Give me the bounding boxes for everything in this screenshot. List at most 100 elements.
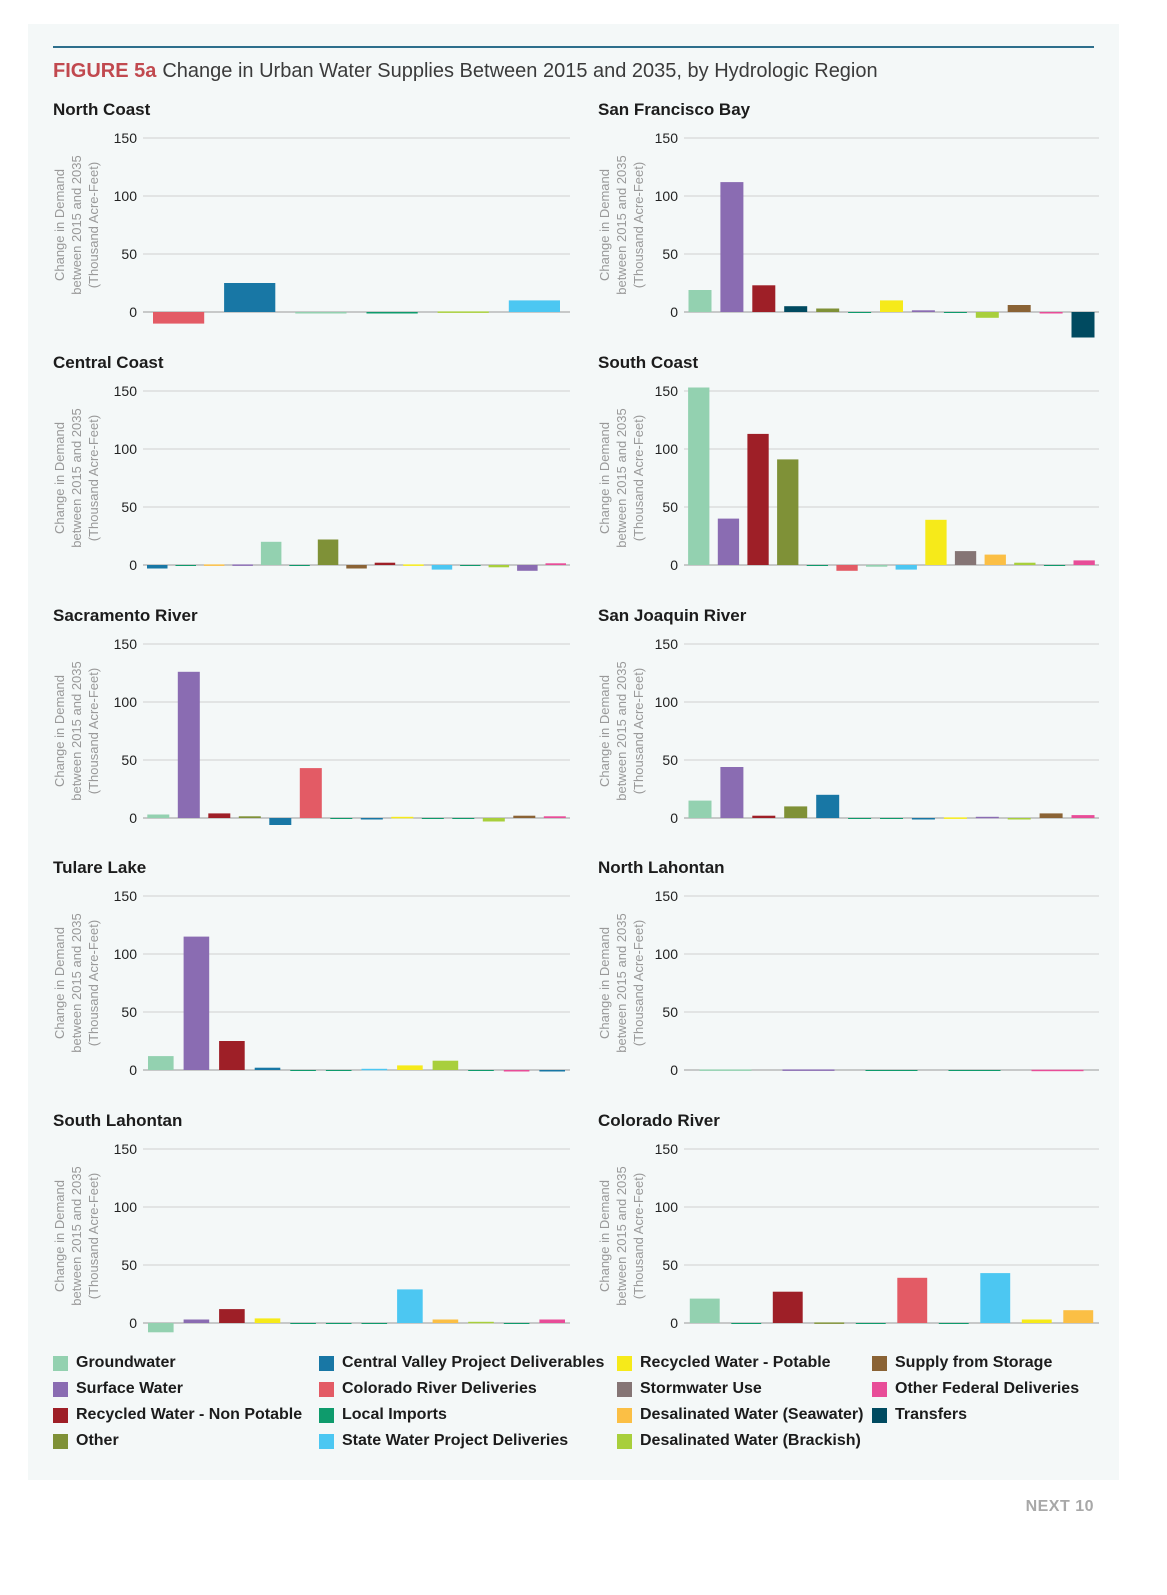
chart-7-ylabel-units: (Thousand Acre-Feet) <box>86 920 101 1046</box>
legend-swatch <box>872 1381 887 1397</box>
chart-3-bar-7 <box>317 539 339 565</box>
chart-7-bar-2 <box>183 936 210 1070</box>
chart-3-bar-1 <box>147 565 168 569</box>
chart-5-bar-9 <box>391 816 414 819</box>
legend-swatch <box>53 1407 68 1423</box>
chart-2-bar-2 <box>720 182 744 312</box>
chart-2-bar-4 <box>784 306 808 312</box>
chart-5-tick-150: 150 <box>114 636 138 652</box>
chart-1-bar-6 <box>508 300 560 312</box>
chart-5-bar-5 <box>269 818 292 825</box>
chart-8-ylabel-units: (Thousand Acre-Feet) <box>631 920 646 1046</box>
chart-6-bar-6 <box>848 818 872 819</box>
chart-5-bar-4 <box>238 816 261 818</box>
legend-item: Colorado River Deliveries <box>319 1379 537 1399</box>
legend-swatch <box>319 1355 334 1371</box>
chart-8-bar-1 <box>699 1069 752 1071</box>
chart-10-ylabel: Change in Demand <box>597 1180 612 1292</box>
legend-swatch <box>319 1433 334 1449</box>
legend-item: State Water Project Deliveries <box>319 1431 568 1451</box>
chart-7-bar-11 <box>503 1070 530 1072</box>
chart-10-bar-4 <box>814 1322 845 1324</box>
legend-label: Desalinated Water (Seawater) <box>640 1406 864 1423</box>
chart-10-ylabel-units: (Thousand Acre-Feet) <box>631 1173 646 1299</box>
chart-7-bar-3 <box>219 1041 245 1070</box>
chart-8-tick-150: 150 <box>655 888 679 904</box>
chart-8-bar-4 <box>948 1070 1001 1071</box>
chart-10-tick-50: 50 <box>662 1257 678 1273</box>
legend-item: Groundwater <box>53 1353 176 1373</box>
chart-3-bar-9 <box>374 562 396 565</box>
chart-6-ylabel-units: (Thousand Acre-Feet) <box>631 668 646 794</box>
chart-2-ylabel-units: (Thousand Acre-Feet) <box>631 162 646 288</box>
chart-9-ylabel: Change in Demand <box>52 1180 67 1292</box>
chart-8-bar-3 <box>865 1070 918 1071</box>
legend-swatch <box>53 1433 68 1449</box>
footer-brand: NEXT 10 <box>1025 1498 1094 1515</box>
chart-6-tick-0: 0 <box>670 810 678 826</box>
legend-label: Central Valley Project Deliverables <box>342 1354 605 1371</box>
chart-6-bar-9 <box>943 817 967 819</box>
chart-8-tick-50: 50 <box>662 1004 678 1020</box>
chart-10-bar-7 <box>938 1323 969 1324</box>
chart-5-tick-0: 0 <box>129 810 137 826</box>
chart-3-tick-0: 0 <box>129 557 137 573</box>
chart-8-bar-5 <box>1031 1069 1084 1072</box>
legend-label: Other <box>76 1432 119 1449</box>
chart-7-bar-5 <box>290 1070 316 1071</box>
chart-6-bar-4 <box>784 806 808 818</box>
chart-7-bar-10 <box>468 1070 494 1071</box>
chart-3-bar-11 <box>431 565 453 570</box>
chart-5-bar-14 <box>543 816 566 818</box>
legend-item: Desalinated Water (Seawater) <box>617 1405 863 1425</box>
chart-2-bar-10 <box>975 312 999 318</box>
chart-8-title: North Lahontan <box>598 858 725 877</box>
chart-6-bar-11 <box>1007 818 1031 820</box>
legend-item: Recycled Water - Potable <box>617 1353 831 1373</box>
chart-3-bar-8 <box>346 565 367 569</box>
chart-10-bar-10 <box>1063 1310 1094 1323</box>
chart-10-title: Colorado River <box>598 1111 720 1130</box>
chart-6-ylabel: Change in Demand <box>597 675 612 787</box>
chart-4-bar-2 <box>717 518 740 565</box>
chart-5-bar-7 <box>330 818 353 819</box>
chart-6-bar-5 <box>816 794 840 818</box>
chart-7-bar-7 <box>361 1068 388 1071</box>
chart-2-bar-12 <box>1039 312 1063 314</box>
legend-swatch <box>319 1407 334 1423</box>
legend-label: Surface Water <box>76 1380 183 1397</box>
chart-4-ylabel: Change in Demand <box>597 422 612 534</box>
chart-10-bar-3 <box>772 1291 803 1323</box>
chart-4-tick-150: 150 <box>655 383 679 399</box>
chart-4-bar-5 <box>806 565 828 566</box>
chart-7-bar-9 <box>432 1060 459 1070</box>
legend-item: Other Federal Deliveries <box>872 1379 1079 1399</box>
chart-3-bar-3 <box>203 564 225 566</box>
chart-9-tick-0: 0 <box>129 1315 137 1331</box>
chart-2-bar-1 <box>688 290 712 312</box>
chart-4-bar-12 <box>1014 562 1036 565</box>
chart-7-bar-1 <box>148 1056 174 1070</box>
chart-9-ylabel-units: (Thousand Acre-Feet) <box>86 1173 101 1299</box>
chart-7-bar-8 <box>397 1065 423 1070</box>
figure-number: FIGURE 5a <box>53 60 157 82</box>
chart-1-bar-5 <box>437 311 489 313</box>
chart-1-ylabel: Change in Demand <box>52 169 67 281</box>
chart-6-tick-100: 100 <box>655 694 679 710</box>
chart-10-bar-2 <box>731 1323 762 1324</box>
chart-9-bar-2 <box>183 1319 210 1323</box>
chart-10-bar-9 <box>1021 1319 1052 1323</box>
chart-5-bar-8 <box>360 818 383 820</box>
chart-5-bar-10 <box>421 818 444 819</box>
chart-10-tick-0: 0 <box>670 1315 678 1331</box>
chart-3-bar-13 <box>488 565 510 568</box>
figure-title-text: Change in Urban Water Supplies Between 2… <box>162 60 878 82</box>
chart-6-title: San Joaquin River <box>598 606 747 625</box>
chart-6-bar-8 <box>911 818 935 820</box>
chart-5-bar-13 <box>513 815 536 818</box>
legend-label: Colorado River Deliveries <box>342 1380 537 1397</box>
chart-5-title: Sacramento River <box>53 606 198 625</box>
chart-5-bar-11 <box>452 818 475 819</box>
chart-2-bar-5 <box>816 308 840 312</box>
legend-item: Supply from Storage <box>872 1353 1052 1373</box>
